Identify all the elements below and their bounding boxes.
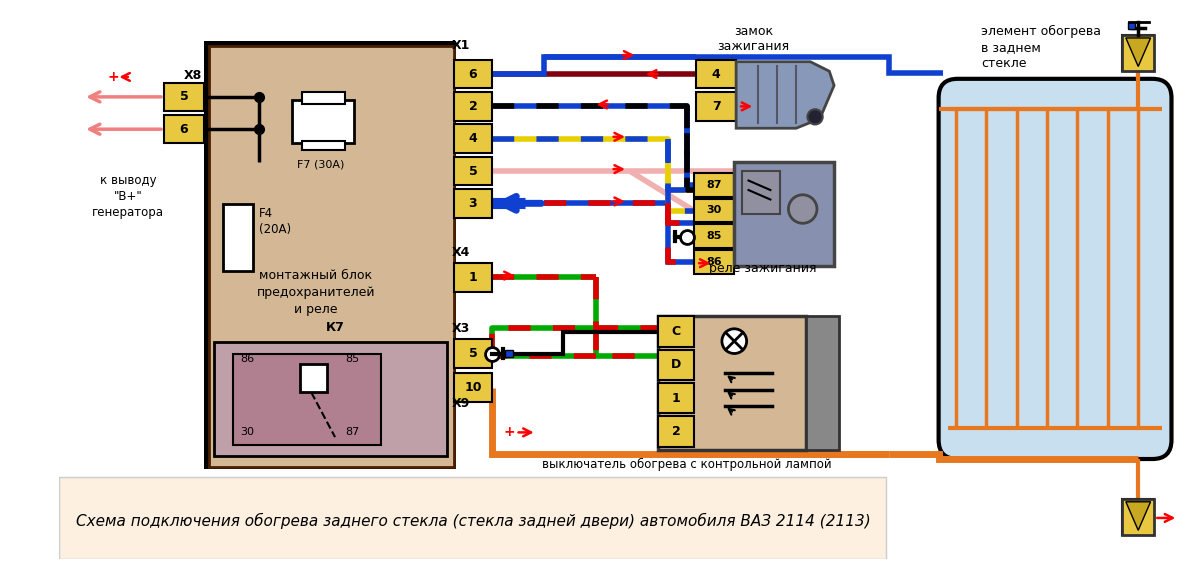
Text: выключатель обогрева с контрольной лампой: выключатель обогрева с контрольной лампо… <box>542 458 832 471</box>
Bar <box>696 60 736 88</box>
Bar <box>454 60 492 88</box>
Text: зажигания: зажигания <box>718 40 790 53</box>
Text: замок: замок <box>733 25 773 38</box>
Text: +: + <box>503 425 515 439</box>
Text: 3: 3 <box>468 197 478 210</box>
Bar <box>209 46 454 466</box>
Text: к выводу: к выводу <box>100 174 156 187</box>
Text: +: + <box>108 70 120 84</box>
Bar <box>1122 35 1154 71</box>
Text: 87: 87 <box>707 180 722 190</box>
Bar <box>734 162 834 266</box>
Bar <box>454 92 492 121</box>
Text: F4: F4 <box>259 207 274 220</box>
FancyBboxPatch shape <box>938 79 1171 459</box>
Text: 1: 1 <box>468 271 478 284</box>
Polygon shape <box>1126 38 1151 66</box>
Text: 86: 86 <box>707 257 722 267</box>
Text: Х4: Х4 <box>451 246 469 260</box>
Text: монтажный блок: монтажный блок <box>259 269 373 282</box>
Text: F7 (30А): F7 (30А) <box>298 159 344 170</box>
Text: 87: 87 <box>346 427 359 437</box>
Text: 6: 6 <box>180 123 188 136</box>
Bar <box>742 171 780 214</box>
Text: 85: 85 <box>346 354 359 364</box>
Bar <box>454 189 492 218</box>
Bar <box>659 383 695 413</box>
Bar <box>696 92 736 121</box>
Text: "В+": "В+" <box>114 190 143 203</box>
Text: 4: 4 <box>712 68 720 81</box>
Bar <box>454 339 492 368</box>
Bar <box>60 477 887 559</box>
Polygon shape <box>736 62 834 128</box>
Text: 6: 6 <box>468 68 478 81</box>
Bar <box>695 199 734 222</box>
Bar <box>505 350 512 358</box>
Polygon shape <box>1126 502 1151 530</box>
Bar <box>215 342 448 456</box>
Bar <box>204 41 456 469</box>
Circle shape <box>722 329 746 354</box>
Text: К7: К7 <box>325 321 344 335</box>
Bar <box>1122 499 1154 535</box>
Text: в заднем: в заднем <box>982 41 1042 54</box>
Text: Схема подключения обогрева заднего стекла (стекла задней двери) автомобиля ВАЗ 2: Схема подключения обогрева заднего стекл… <box>76 513 870 529</box>
Text: C: C <box>672 325 680 338</box>
Text: 86: 86 <box>240 354 254 364</box>
Bar <box>695 173 734 197</box>
Text: (20А): (20А) <box>259 223 292 237</box>
Text: стекле: стекле <box>982 57 1027 70</box>
Text: 5: 5 <box>180 91 188 103</box>
Bar <box>233 355 380 445</box>
Bar <box>300 364 326 393</box>
Bar <box>1128 22 1135 29</box>
Text: 30: 30 <box>241 427 254 437</box>
Bar <box>695 224 734 248</box>
Bar <box>293 100 354 143</box>
Bar <box>695 250 734 274</box>
Text: генератора: генератора <box>92 206 164 219</box>
Text: 30: 30 <box>707 206 722 215</box>
Bar <box>659 416 695 447</box>
Text: реле зажигания: реле зажигания <box>709 262 816 276</box>
Bar <box>659 350 695 380</box>
Text: 7: 7 <box>712 100 720 113</box>
Text: 5: 5 <box>468 347 478 360</box>
Circle shape <box>808 109 823 124</box>
Circle shape <box>788 195 817 223</box>
Bar <box>454 157 492 185</box>
Text: 2: 2 <box>468 100 478 113</box>
Text: и реле: и реле <box>294 303 338 316</box>
Text: Х9: Х9 <box>451 397 469 410</box>
Text: 5: 5 <box>468 164 478 178</box>
Text: Х8: Х8 <box>184 69 202 83</box>
Text: D: D <box>671 359 682 371</box>
Bar <box>223 205 253 271</box>
Text: 10: 10 <box>464 381 481 394</box>
Bar <box>454 374 492 402</box>
Text: Х1: Х1 <box>451 39 469 52</box>
Text: 2: 2 <box>672 425 680 438</box>
Bar <box>301 92 344 104</box>
Text: Х3: Х3 <box>451 323 469 335</box>
Bar <box>164 83 204 111</box>
Bar <box>454 124 492 153</box>
Text: 85: 85 <box>707 231 722 241</box>
Text: 4: 4 <box>468 132 478 145</box>
Bar <box>454 263 492 292</box>
Text: предохранителей: предохранителей <box>257 286 376 299</box>
Text: элемент обогрева: элемент обогрева <box>982 25 1102 38</box>
Bar <box>301 140 344 150</box>
Bar <box>1122 499 1154 535</box>
Bar <box>1122 35 1154 71</box>
Bar <box>164 115 204 143</box>
Bar <box>805 316 839 449</box>
Text: 1: 1 <box>672 392 680 405</box>
Bar <box>659 316 805 449</box>
Bar <box>659 316 695 347</box>
